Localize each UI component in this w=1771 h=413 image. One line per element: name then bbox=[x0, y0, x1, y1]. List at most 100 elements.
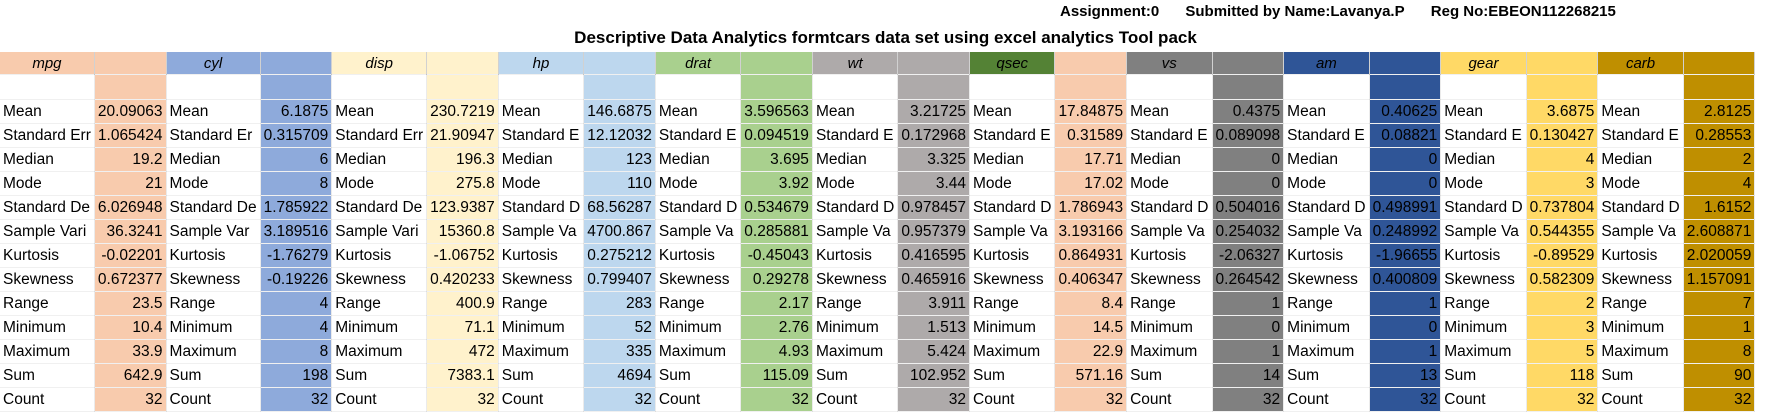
stat-label-cell[interactable]: Mode bbox=[969, 171, 1056, 196]
stat-value-cell[interactable]: 52 bbox=[583, 315, 656, 340]
stat-value-cell[interactable]: 115.09 bbox=[740, 363, 813, 388]
stat-label-cell[interactable]: Count bbox=[498, 387, 585, 412]
stat-value-cell[interactable]: 1.786943 bbox=[1054, 195, 1128, 220]
stat-value-cell[interactable]: 3.325 bbox=[897, 147, 971, 172]
stat-label-cell[interactable]: Maximum bbox=[969, 339, 1056, 364]
stat-label-cell[interactable]: Maximum bbox=[655, 339, 742, 364]
stat-label-cell[interactable]: Kurtosis bbox=[498, 243, 585, 268]
stat-value-cell[interactable]: 32 bbox=[94, 387, 167, 412]
stat-value-cell[interactable]: 1.513 bbox=[897, 315, 971, 340]
stat-label-cell[interactable]: Kurtosis bbox=[1126, 243, 1213, 268]
stat-value-cell[interactable]: 0.285881 bbox=[740, 219, 813, 244]
empty-cell[interactable] bbox=[1283, 74, 1370, 100]
stat-label-cell[interactable]: Sample Va bbox=[1440, 219, 1527, 244]
stat-label-cell[interactable]: Mean bbox=[0, 99, 95, 124]
stat-value-cell[interactable]: 0.672377 bbox=[94, 267, 167, 292]
stat-label-cell[interactable]: Minimum bbox=[498, 315, 585, 340]
stat-value-cell[interactable]: 32 bbox=[583, 387, 656, 412]
stat-label-cell[interactable]: Minimum bbox=[0, 315, 95, 340]
stat-label-cell[interactable]: Median bbox=[1597, 147, 1684, 172]
empty-cell[interactable] bbox=[1212, 74, 1285, 100]
stat-label-cell[interactable]: Standard D bbox=[655, 195, 742, 220]
empty-cell[interactable] bbox=[0, 74, 95, 100]
stat-label-cell[interactable]: Standard D bbox=[812, 195, 899, 220]
stat-label-cell[interactable]: Sample Va bbox=[1283, 219, 1370, 244]
stat-label-cell[interactable]: Sum bbox=[969, 363, 1056, 388]
stat-value-cell[interactable]: 90 bbox=[1683, 363, 1756, 388]
variable-header-fill[interactable] bbox=[897, 52, 971, 75]
stat-value-cell[interactable]: -1.06752 bbox=[426, 243, 499, 268]
stat-value-cell[interactable]: 198 bbox=[260, 363, 333, 388]
variable-header-fill[interactable] bbox=[740, 52, 813, 75]
stat-label-cell[interactable]: Mean bbox=[331, 99, 428, 124]
stat-label-cell[interactable]: Sum bbox=[1126, 363, 1213, 388]
stat-value-cell[interactable]: 0.498991 bbox=[1369, 195, 1442, 220]
variable-header-vs[interactable]: vs bbox=[1126, 52, 1213, 75]
stat-value-cell[interactable]: 8 bbox=[1683, 339, 1756, 364]
empty-cell[interactable] bbox=[1597, 74, 1684, 100]
stat-label-cell[interactable]: Skewness bbox=[0, 267, 95, 292]
stat-value-cell[interactable]: -0.89529 bbox=[1526, 243, 1599, 268]
stat-value-cell[interactable]: 0.089098 bbox=[1212, 123, 1285, 148]
stat-value-cell[interactable]: 1.157091 bbox=[1683, 267, 1756, 292]
stat-value-cell[interactable]: 3.189516 bbox=[260, 219, 333, 244]
stat-label-cell[interactable]: Standard D bbox=[1597, 195, 1684, 220]
stat-label-cell[interactable]: Sample Va bbox=[812, 219, 899, 244]
stat-label-cell[interactable]: Range bbox=[969, 291, 1056, 316]
stat-value-cell[interactable]: 0.08821 bbox=[1369, 123, 1442, 148]
stat-value-cell[interactable]: -1.76279 bbox=[260, 243, 333, 268]
stat-label-cell[interactable]: Maximum bbox=[1126, 339, 1213, 364]
stat-value-cell[interactable]: 230.7219 bbox=[426, 99, 499, 124]
stat-value-cell[interactable]: 0 bbox=[1369, 147, 1442, 172]
variable-header-cyl[interactable]: cyl bbox=[166, 52, 261, 75]
stat-label-cell[interactable]: Count bbox=[331, 387, 428, 412]
stat-label-cell[interactable]: Median bbox=[331, 147, 428, 172]
empty-cell[interactable] bbox=[1526, 74, 1599, 100]
stat-label-cell[interactable]: Mode bbox=[0, 171, 95, 196]
stat-label-cell[interactable]: Range bbox=[498, 291, 585, 316]
stat-value-cell[interactable]: 8 bbox=[260, 339, 333, 364]
stat-value-cell[interactable]: 642.9 bbox=[94, 363, 167, 388]
stat-label-cell[interactable]: Maximum bbox=[1283, 339, 1370, 364]
stat-label-cell[interactable]: Mode bbox=[812, 171, 899, 196]
stat-value-cell[interactable]: 7 bbox=[1683, 291, 1756, 316]
stat-label-cell[interactable]: Sum bbox=[0, 363, 95, 388]
stat-value-cell[interactable]: 1 bbox=[1369, 339, 1442, 364]
stat-label-cell[interactable]: Range bbox=[331, 291, 428, 316]
stat-label-cell[interactable]: Count bbox=[166, 387, 261, 412]
variable-header-qsec[interactable]: qsec bbox=[969, 52, 1056, 75]
stat-label-cell[interactable]: Skewness bbox=[812, 267, 899, 292]
stat-label-cell[interactable]: Standard De bbox=[0, 195, 95, 220]
variable-header-fill[interactable] bbox=[1683, 52, 1756, 75]
stat-label-cell[interactable]: Standard D bbox=[1440, 195, 1527, 220]
stat-value-cell[interactable]: 2.8125 bbox=[1683, 99, 1756, 124]
variable-header-fill[interactable] bbox=[583, 52, 656, 75]
stat-label-cell[interactable]: Median bbox=[812, 147, 899, 172]
stat-label-cell[interactable]: Mean bbox=[1440, 99, 1527, 124]
stat-value-cell[interactable]: 0.172968 bbox=[897, 123, 971, 148]
stat-label-cell[interactable]: Skewness bbox=[166, 267, 261, 292]
stat-value-cell[interactable]: 472 bbox=[426, 339, 499, 364]
stat-label-cell[interactable]: Range bbox=[1597, 291, 1684, 316]
stat-value-cell[interactable]: 123 bbox=[583, 147, 656, 172]
stat-value-cell[interactable]: 0.534679 bbox=[740, 195, 813, 220]
stat-value-cell[interactable]: 1.6152 bbox=[1683, 195, 1756, 220]
stat-label-cell[interactable]: Sum bbox=[655, 363, 742, 388]
stat-value-cell[interactable]: 3.596563 bbox=[740, 99, 813, 124]
stat-value-cell[interactable]: 0.31589 bbox=[1054, 123, 1128, 148]
stat-value-cell[interactable]: 2 bbox=[1526, 291, 1599, 316]
stat-value-cell[interactable]: 3 bbox=[1526, 171, 1599, 196]
stat-value-cell[interactable]: 21 bbox=[94, 171, 167, 196]
stat-value-cell[interactable]: 5 bbox=[1526, 339, 1599, 364]
stat-value-cell[interactable]: -1.96655 bbox=[1369, 243, 1442, 268]
stat-label-cell[interactable]: Maximum bbox=[812, 339, 899, 364]
stat-label-cell[interactable]: Standard E bbox=[1597, 123, 1684, 148]
stat-value-cell[interactable]: 2.020059 bbox=[1683, 243, 1756, 268]
stat-label-cell[interactable]: Sum bbox=[1440, 363, 1527, 388]
stat-label-cell[interactable]: Sample Vari bbox=[331, 219, 428, 244]
stat-value-cell[interactable]: 6 bbox=[260, 147, 333, 172]
stat-label-cell[interactable]: Range bbox=[655, 291, 742, 316]
stat-label-cell[interactable]: Kurtosis bbox=[969, 243, 1056, 268]
stat-label-cell[interactable]: Median bbox=[969, 147, 1056, 172]
stat-label-cell[interactable]: Mean bbox=[1126, 99, 1213, 124]
